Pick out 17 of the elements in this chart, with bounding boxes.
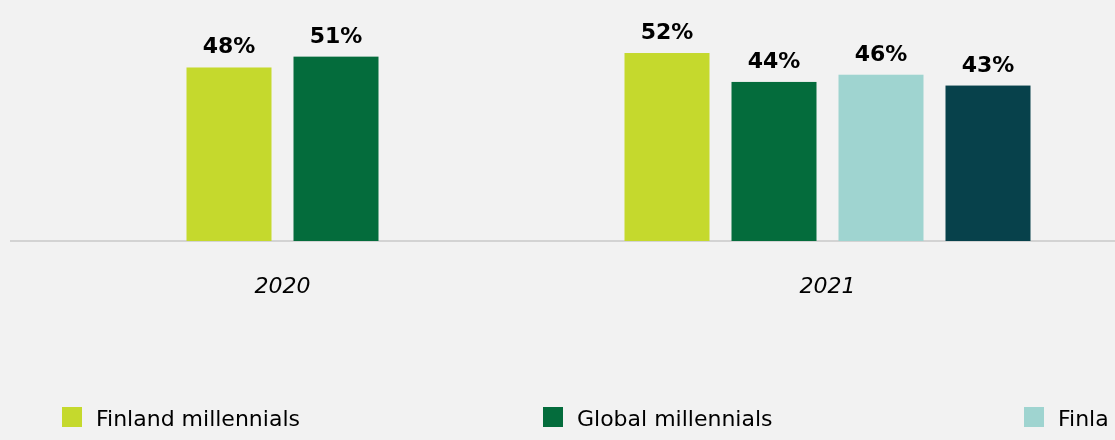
bar [624, 53, 710, 241]
bar [731, 81, 817, 241]
bar [945, 85, 1031, 241]
bar [293, 56, 379, 241]
x-tick-label: 2020 [254, 273, 311, 298]
data-label: 48% [202, 33, 256, 59]
data-label: 51% [309, 22, 363, 48]
legend-label: Global millennials [577, 406, 773, 431]
data-label: 43% [961, 51, 1015, 77]
bar [186, 67, 272, 241]
x-tick-label: 2021 [799, 273, 856, 298]
data-label: 52% [640, 19, 694, 45]
legend-label: Finla [1058, 406, 1109, 431]
legend-label: Finland millennials [96, 406, 300, 431]
data-label: 46% [854, 40, 908, 66]
bar [838, 74, 924, 241]
data-label: 44% [747, 47, 801, 73]
